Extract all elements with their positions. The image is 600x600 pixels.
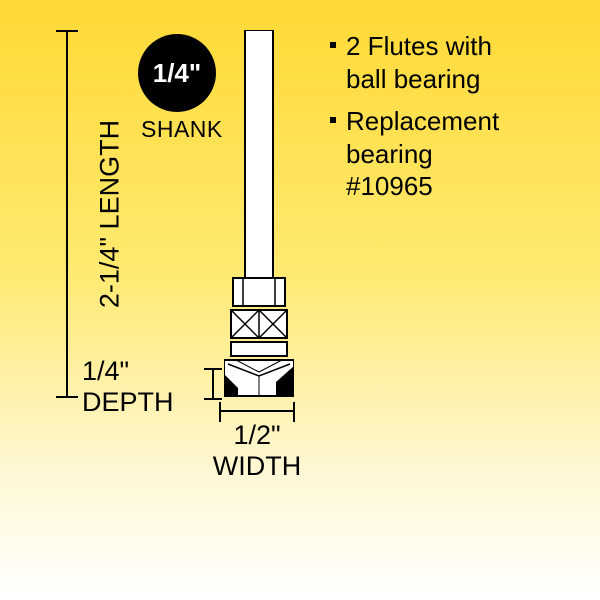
feature-item: Replacement bearing #10965 <box>330 105 580 203</box>
depth-dimension-text: 1/4" DEPTH <box>82 356 174 418</box>
dim-bar <box>212 368 214 398</box>
dim-tick <box>56 396 78 398</box>
depth-value: 1/4" <box>82 356 129 386</box>
shank-size-badge: 1/4" <box>138 34 216 112</box>
diagram-container: 1/4" SHANK 2-1/4" LENGTH 1/4" DEPTH 1/2"… <box>0 0 600 600</box>
feature-text-line: bearing <box>346 139 433 169</box>
dim-tick <box>293 402 295 422</box>
length-dimension: 2-1/4" LENGTH <box>26 30 86 398</box>
dim-bar <box>219 410 295 412</box>
feature-list: 2 Flutes with ball bearing Replacement b… <box>330 30 580 213</box>
shank-size-value: 1/4" <box>153 58 201 89</box>
router-bit-drawing <box>224 30 294 400</box>
length-value: 2-1/4" <box>95 237 125 308</box>
bullet-icon <box>330 117 336 123</box>
depth-label: DEPTH <box>82 387 174 417</box>
dim-tick <box>219 402 221 422</box>
bullet-icon <box>330 42 336 48</box>
feature-text-line: Replacement <box>346 106 499 136</box>
width-label: WIDTH <box>213 451 301 481</box>
length-label: LENGTH <box>95 120 125 230</box>
width-value: 1/2" <box>233 420 280 450</box>
dim-bar <box>66 30 68 398</box>
feature-text-line: 2 Flutes with <box>346 31 492 61</box>
feature-text-line: #10965 <box>346 171 433 201</box>
shank-label: SHANK <box>141 116 223 143</box>
depth-dimension: 1/4" DEPTH <box>82 356 222 426</box>
width-dimension-text: 1/2" WIDTH <box>202 420 312 482</box>
width-dimension: 1/2" WIDTH <box>212 402 302 482</box>
dim-tick <box>204 398 222 400</box>
length-dimension-text: 2-1/4" LENGTH <box>95 120 126 308</box>
feature-item: 2 Flutes with ball bearing <box>330 30 580 95</box>
feature-text-line: ball bearing <box>346 64 480 94</box>
